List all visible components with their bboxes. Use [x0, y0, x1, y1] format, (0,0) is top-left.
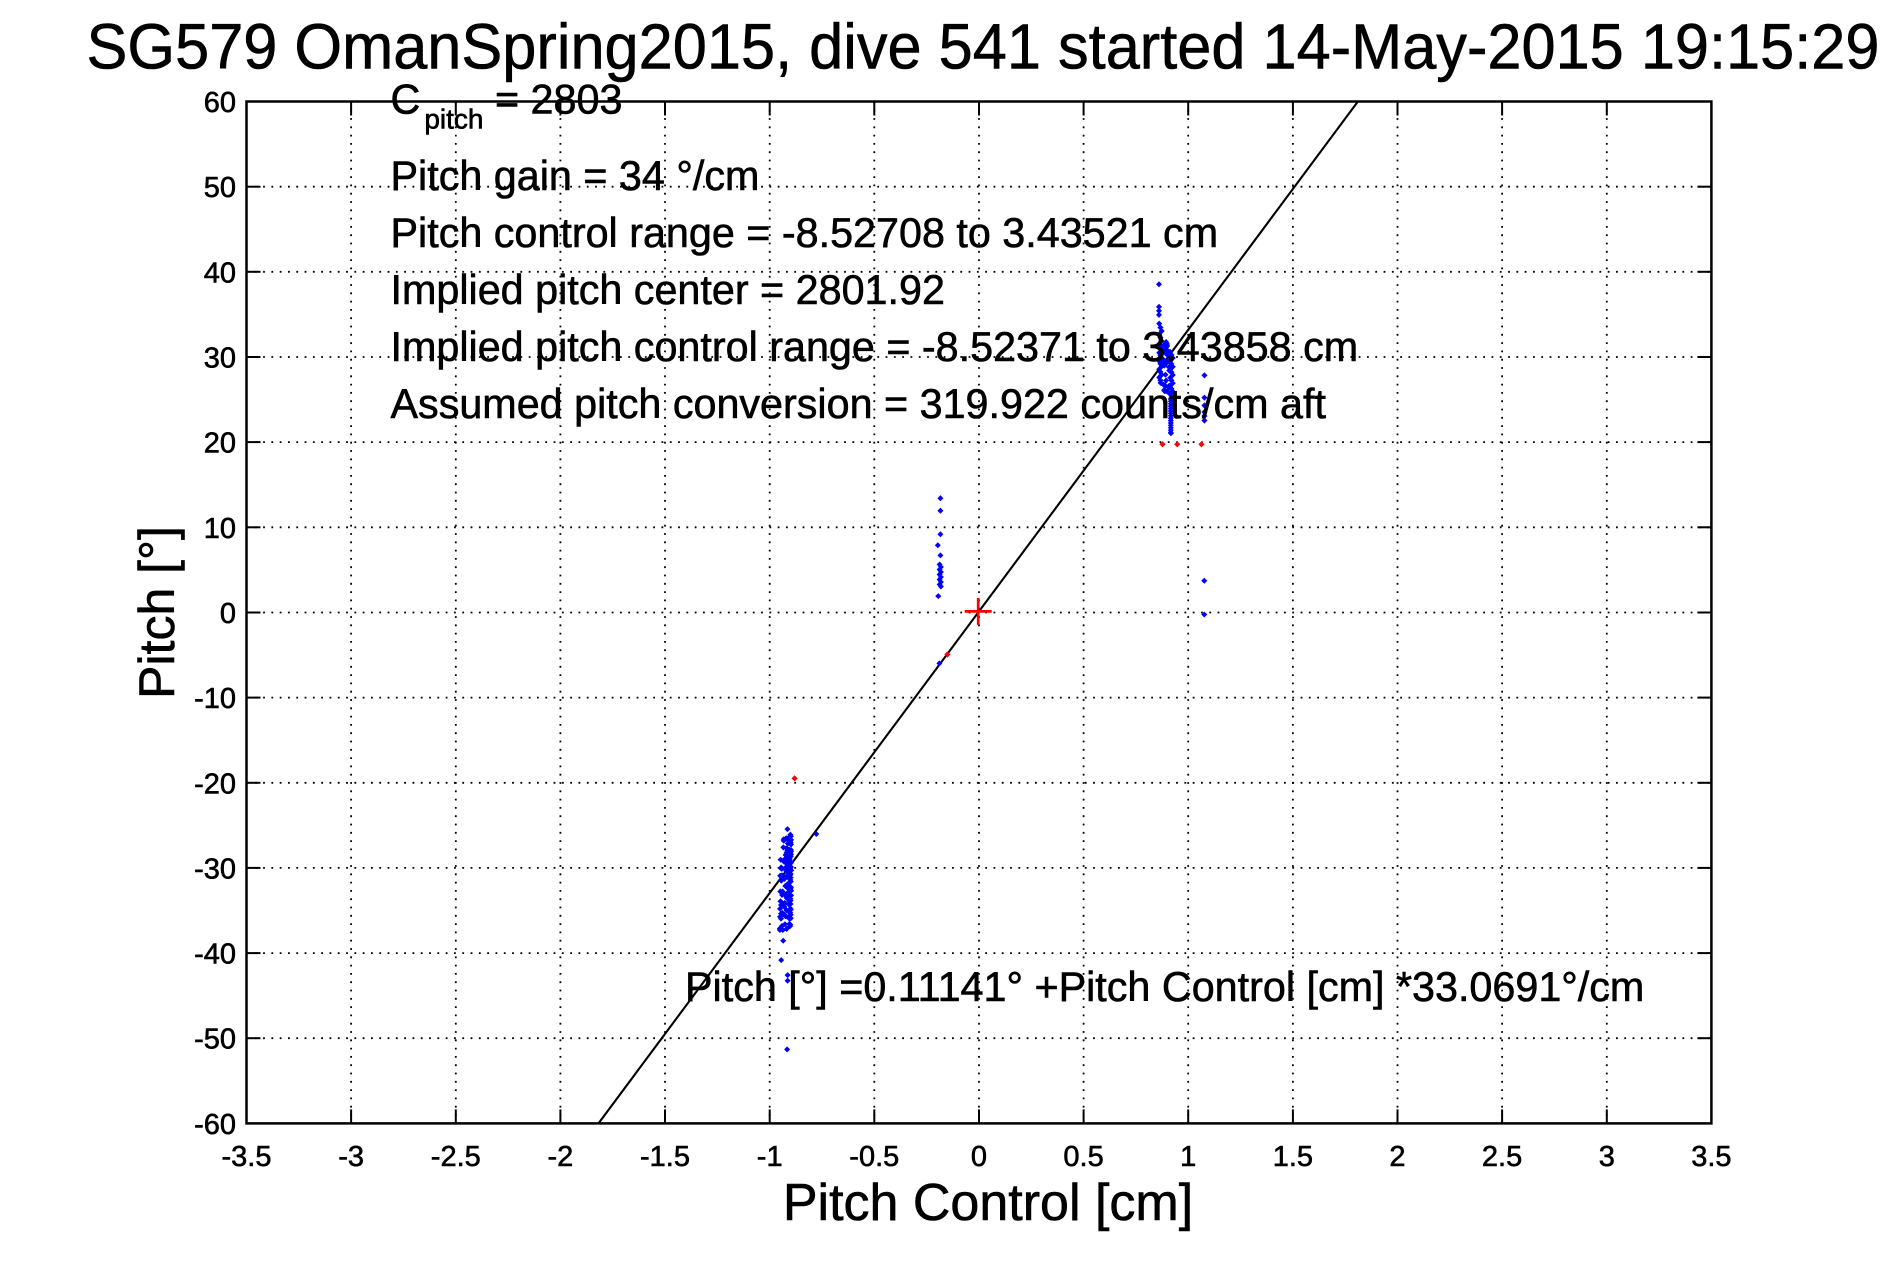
- svg-text:-0.5: -0.5: [849, 1141, 899, 1173]
- svg-text:Implied pitch center = 2801.92: Implied pitch center = 2801.92: [391, 267, 945, 313]
- svg-text:-40: -40: [194, 939, 236, 971]
- svg-text:Pitch control range = -8.52708: Pitch control range = -8.52708 to 3.4352…: [391, 210, 1219, 256]
- svg-text:50: 50: [204, 172, 236, 204]
- svg-text:Assumed pitch conversion = 319: Assumed pitch conversion = 319.922 count…: [391, 381, 1327, 427]
- svg-text:2.5: 2.5: [1482, 1141, 1522, 1173]
- svg-text:-30: -30: [194, 853, 236, 885]
- svg-text:-10: -10: [194, 683, 236, 715]
- svg-text:Pitch [°] =0.11141° +Pitch Con: Pitch [°] =0.11141° +Pitch Control [cm] …: [685, 964, 1644, 1010]
- svg-text:10: 10: [204, 513, 236, 545]
- svg-text:-50: -50: [194, 1024, 236, 1056]
- svg-text:Pitch Control [cm]: Pitch Control [cm]: [783, 1174, 1193, 1232]
- svg-text:SG579 OmanSpring2015, dive 541: SG579 OmanSpring2015, dive 541 started 1…: [87, 10, 1880, 82]
- svg-text:-2.5: -2.5: [431, 1141, 481, 1173]
- svg-text:3: 3: [1599, 1141, 1615, 1173]
- svg-text:-3.5: -3.5: [222, 1141, 272, 1173]
- svg-text:0: 0: [971, 1141, 987, 1173]
- svg-text:60: 60: [204, 87, 236, 119]
- svg-text:3.5: 3.5: [1691, 1141, 1731, 1173]
- svg-text:-1.5: -1.5: [640, 1141, 690, 1173]
- svg-text:-3: -3: [338, 1141, 364, 1173]
- svg-text:-2: -2: [548, 1141, 574, 1173]
- svg-text:1.5: 1.5: [1273, 1141, 1313, 1173]
- svg-text:20: 20: [204, 428, 236, 460]
- svg-text:Implied pitch control range =: Implied pitch control range = -8.52371 t…: [391, 324, 1359, 370]
- svg-text:-60: -60: [194, 1109, 236, 1141]
- svg-text:40: 40: [204, 257, 236, 289]
- svg-text:Pitch [°]: Pitch [°]: [129, 526, 185, 699]
- svg-text:-1: -1: [757, 1141, 783, 1173]
- svg-text:0.5: 0.5: [1063, 1141, 1103, 1173]
- svg-text:1: 1: [1180, 1141, 1196, 1173]
- svg-text:2: 2: [1389, 1141, 1405, 1173]
- svg-text:0: 0: [220, 598, 236, 630]
- svg-text:30: 30: [204, 343, 236, 375]
- svg-text:-20: -20: [194, 768, 236, 800]
- svg-text:Pitch gain = 34 °/cm: Pitch gain = 34 °/cm: [391, 153, 760, 199]
